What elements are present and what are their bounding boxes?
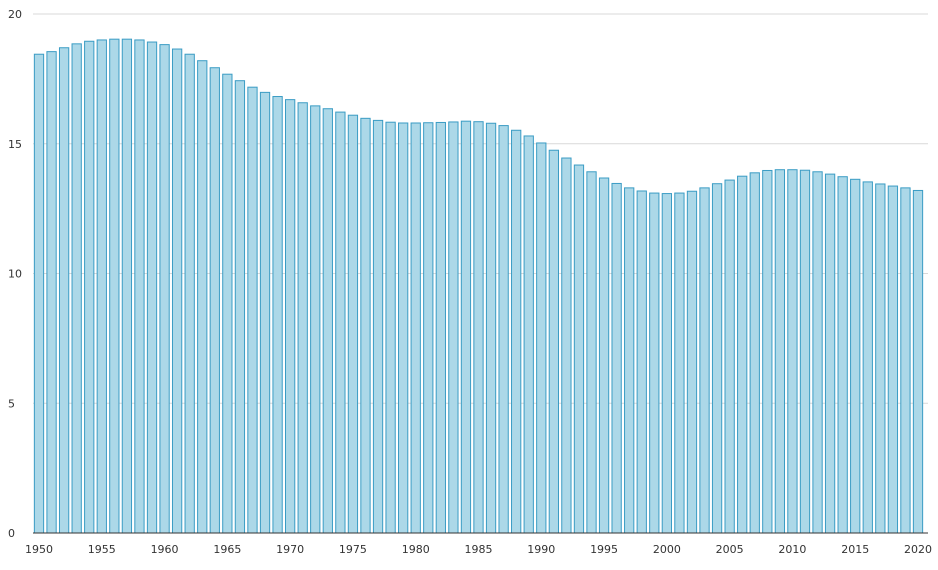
bar-1977: [372, 119, 384, 534]
bar-2017: [875, 183, 886, 534]
bar-1973: [322, 108, 333, 534]
bar-1962: [184, 53, 195, 534]
bar-2014: [837, 176, 848, 534]
bar-2005: [724, 179, 735, 534]
bar-1952: [58, 47, 70, 534]
x-tick-label: 1950: [25, 543, 53, 556]
bar-1990: [536, 142, 547, 534]
bar-2016: [862, 181, 873, 534]
bar-1999: [649, 192, 660, 534]
x-tick-label: 1990: [527, 543, 555, 556]
x-tick-label: 1960: [151, 543, 179, 556]
bar-2013: [824, 173, 836, 534]
y-tick-label: 10: [8, 268, 22, 281]
bar-1965: [222, 73, 233, 534]
bar-2002: [686, 190, 698, 534]
bar-1979: [398, 122, 409, 534]
bar-1954: [84, 40, 95, 534]
bar-1970: [285, 99, 296, 534]
x-tick-labels: 1950 1955 1960 1965 1970 1975 1980 1985 1990 1995…: [25, 543, 932, 556]
bar-1995: [598, 177, 610, 534]
bar-2019: [900, 187, 911, 534]
bar-1981: [423, 122, 434, 534]
x-tick-label: 1955: [88, 543, 116, 556]
bar-1975: [347, 114, 359, 534]
bar-2007: [749, 172, 760, 534]
x-tick-label: 1995: [590, 543, 618, 556]
bar-1974: [335, 111, 346, 534]
x-tick-label: 2010: [778, 543, 806, 556]
bar-1964: [209, 67, 220, 534]
bar-2006: [737, 175, 748, 534]
bar-2009: [774, 169, 786, 534]
bar-1971: [297, 102, 308, 534]
bar-1993: [573, 164, 585, 534]
x-tick-label: 1980: [402, 543, 430, 556]
bar-1959: [146, 41, 158, 534]
bar-1950: [33, 53, 45, 534]
bar-1997: [624, 187, 635, 534]
bar-2011: [799, 169, 811, 534]
bar-1953: [71, 43, 82, 534]
bar-2020: [912, 189, 924, 534]
bar-1957: [121, 38, 133, 534]
bar-1998: [636, 190, 647, 534]
x-tick-label: 2020: [904, 543, 932, 556]
bar-2018: [887, 185, 899, 534]
bar-1956: [109, 38, 120, 534]
bar-2003: [699, 187, 710, 534]
bar-1963: [197, 60, 208, 534]
x-tick-label: 2005: [716, 543, 744, 556]
bar-1967: [247, 86, 258, 534]
x-tick-label: 1970: [276, 543, 304, 556]
bar-1980: [410, 122, 421, 534]
bar-1985: [473, 121, 484, 534]
x-tick-label: 1965: [213, 543, 241, 556]
bar-1969: [272, 96, 283, 534]
bar-1983: [448, 121, 459, 534]
bar-1984: [460, 120, 472, 534]
bar-2008: [762, 169, 773, 534]
bars-layer: [33, 38, 924, 534]
bar-1987: [498, 125, 509, 534]
bar-2001: [674, 192, 685, 534]
bar-2004: [711, 183, 723, 534]
bar-1966: [234, 80, 246, 534]
bar-1951: [46, 51, 57, 534]
bar-1955: [96, 39, 107, 534]
bar-1958: [134, 39, 145, 534]
bar-1961: [171, 48, 183, 534]
bar-1989: [523, 135, 534, 534]
bar-2000: [661, 193, 673, 534]
x-tick-label: 2015: [841, 543, 869, 556]
x-tick-label: 2000: [653, 543, 681, 556]
x-tick-label: 1975: [339, 543, 367, 556]
bar-1991: [548, 149, 559, 534]
bar-1996: [611, 182, 622, 534]
y-tick-label: 20: [8, 8, 22, 21]
bar-1982: [435, 121, 446, 534]
bar-1994: [586, 171, 597, 534]
bar-1968: [259, 91, 271, 534]
bar-1976: [360, 117, 371, 534]
bar-2015: [850, 178, 861, 534]
bar-1988: [511, 129, 522, 534]
bar-2012: [812, 171, 823, 534]
y-tick-label: 0: [8, 527, 15, 540]
y-tick-label: 15: [8, 138, 22, 151]
bar-2010: [787, 169, 798, 534]
y-tick-labels: 0 5 10 15 20: [8, 8, 22, 540]
bar-1978: [385, 121, 396, 534]
bar-1972: [310, 105, 321, 534]
bar-1986: [485, 122, 497, 534]
x-tick-label: 1985: [465, 543, 493, 556]
y-tick-label: 5: [8, 397, 15, 410]
bar-1960: [159, 44, 170, 534]
bar-1992: [561, 157, 572, 534]
